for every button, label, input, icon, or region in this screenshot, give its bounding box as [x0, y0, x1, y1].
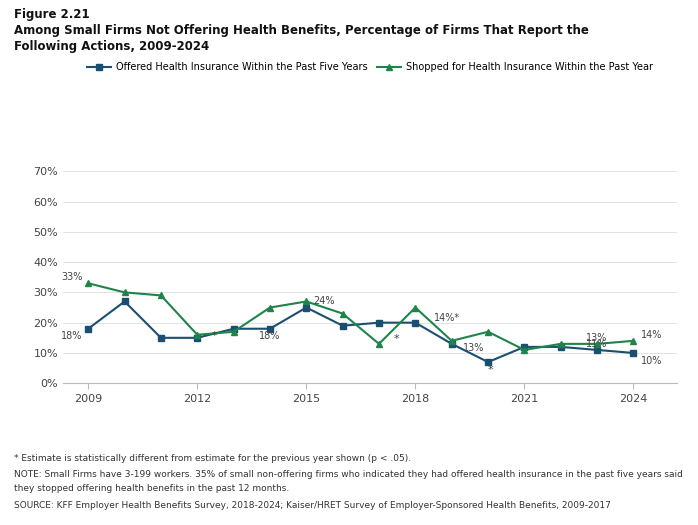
Text: Among Small Firms Not Offering Health Benefits, Percentage of Firms That Report : Among Small Firms Not Offering Health Be…: [14, 24, 589, 52]
Text: 24%: 24%: [313, 297, 335, 307]
Text: *: *: [211, 331, 218, 341]
Text: 18%: 18%: [259, 331, 281, 341]
Text: 33%: 33%: [61, 272, 83, 282]
Text: they stopped offering health benefits in the past 12 months.: they stopped offering health benefits in…: [14, 484, 289, 493]
Text: SOURCE: KFF Employer Health Benefits Survey, 2018-2024; Kaiser/HRET Survey of Em: SOURCE: KFF Employer Health Benefits Sur…: [14, 501, 611, 510]
Text: 13%: 13%: [586, 333, 608, 343]
Text: 14%: 14%: [641, 330, 662, 340]
Text: 11%: 11%: [586, 339, 608, 349]
Legend: Offered Health Insurance Within the Past Five Years, Shopped for Health Insuranc: Offered Health Insurance Within the Past…: [87, 62, 653, 72]
Text: *: *: [394, 334, 399, 344]
Text: Figure 2.21: Figure 2.21: [14, 8, 89, 21]
Text: 10%: 10%: [641, 355, 662, 365]
Text: 18%: 18%: [61, 331, 83, 341]
Text: *: *: [488, 365, 493, 375]
Text: NOTE: Small Firms have 3-199 workers. 35% of small non-offering firms who indica: NOTE: Small Firms have 3-199 workers. 35…: [14, 470, 683, 479]
Text: * Estimate is statistically different from estimate for the previous year shown : * Estimate is statistically different fr…: [14, 454, 411, 463]
Text: 14%*: 14%*: [433, 313, 460, 323]
Text: 13%: 13%: [463, 343, 484, 353]
